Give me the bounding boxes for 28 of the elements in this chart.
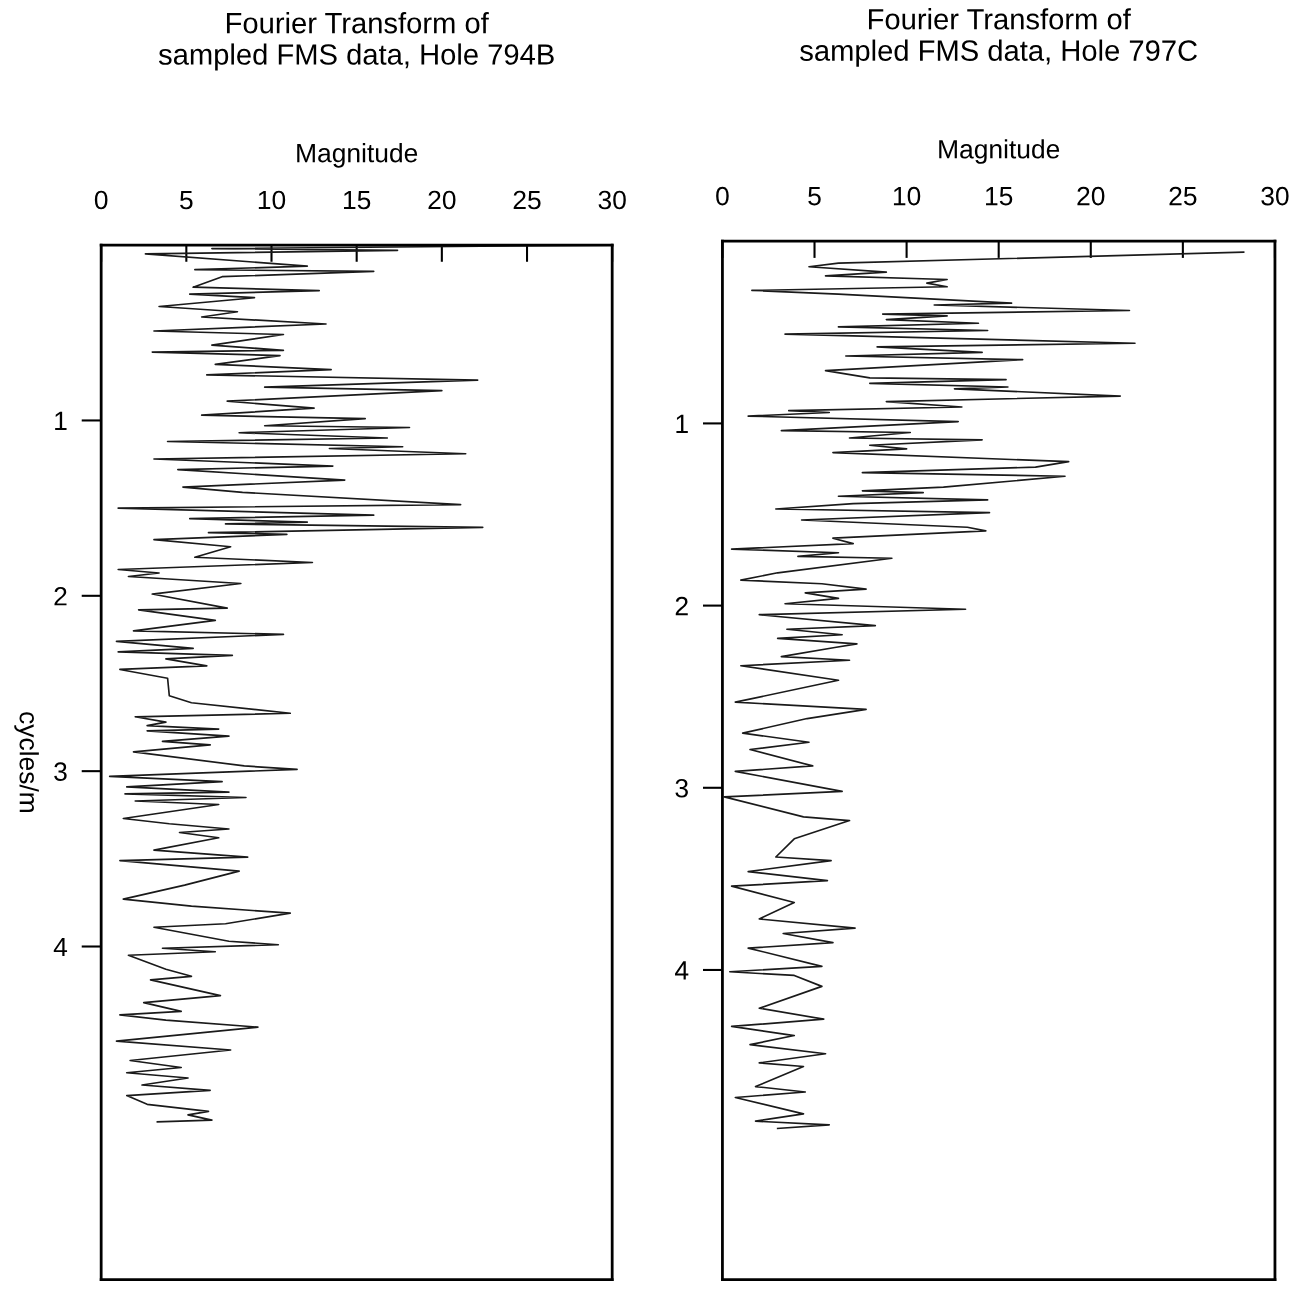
y-tick-label: 3	[54, 762, 67, 781]
chart-title: Fourier Transform of sampled FMS data, Hole 797C	[800, 8, 1197, 67]
x-tick-label: 25	[513, 190, 541, 210]
x-tick-label: 5	[808, 187, 821, 206]
x-axis-title: Magnitude	[939, 139, 1060, 164]
x-tick-label: 15	[344, 190, 371, 210]
y-tick-label: 4	[675, 961, 689, 980]
line-series	[723, 251, 1245, 1130]
y-tick-label: 1	[676, 414, 688, 433]
x-axis-title: Magnitude	[297, 143, 418, 168]
y-tick-label: 1	[55, 411, 67, 431]
x-tick-label: 0	[94, 190, 108, 210]
y-tick-label: 2	[54, 586, 67, 606]
x-tick-label: 0	[716, 186, 729, 206]
y-tick-label: 3	[675, 778, 688, 798]
x-tick-label: 10	[893, 186, 921, 206]
x-tick-label: 30	[1261, 186, 1289, 206]
y-tick-label: 4	[53, 937, 68, 957]
x-tick-label: 10	[258, 190, 286, 210]
x-tick-label: 25	[1169, 186, 1197, 206]
x-tick-label: 20	[428, 190, 456, 210]
y-tick-label: 2	[675, 596, 688, 616]
x-tick-label: 20	[1077, 186, 1105, 206]
y-axis-title: cycles/m	[14, 712, 39, 812]
chart-title: Fourier Transform of sampled FMS data, Hole 794B	[158, 11, 554, 71]
x-tick-label: 30	[598, 190, 626, 210]
x-tick-label: 15	[986, 187, 1013, 206]
x-tick-label: 5	[180, 190, 193, 210]
